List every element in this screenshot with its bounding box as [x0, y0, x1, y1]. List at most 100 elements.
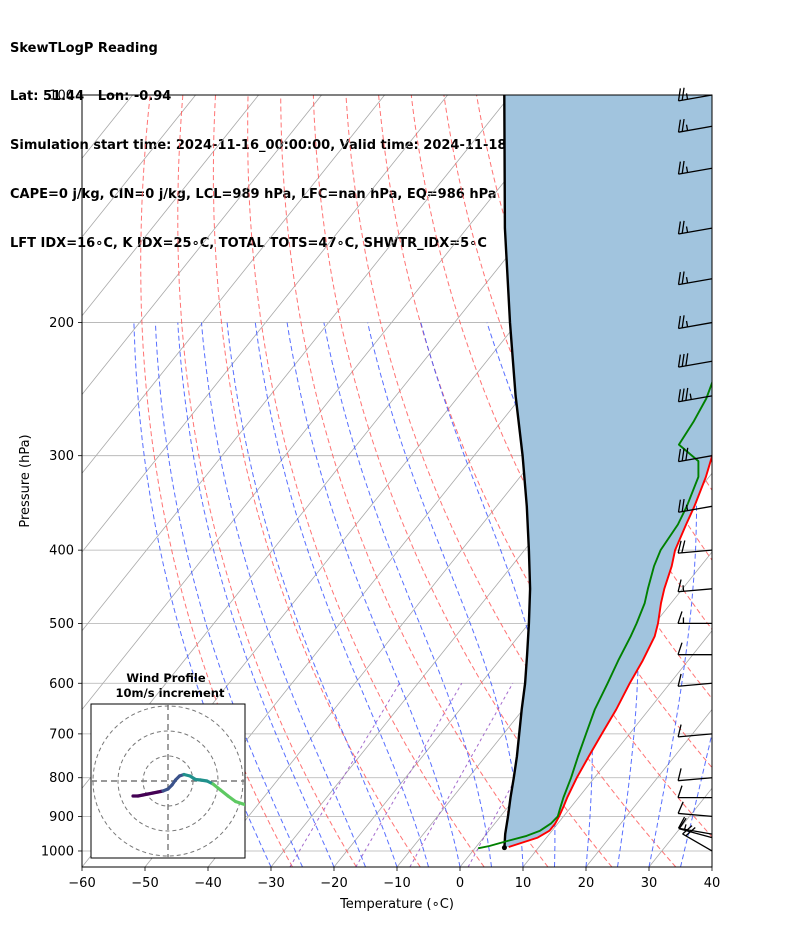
wind-barb-flag — [681, 540, 686, 553]
mixing-ratio-line — [289, 683, 400, 867]
wind-barb-flag — [677, 221, 682, 235]
wind-barb-staff — [678, 777, 713, 782]
hodograph-inset: Wind Profile 10m/s increment — [90, 671, 274, 859]
wind-barb-flag — [677, 389, 682, 402]
wind-barb-flag — [677, 673, 682, 687]
dry-adiabat-line — [247, 95, 485, 867]
wind-barb — [677, 579, 713, 593]
wind-barb — [677, 387, 713, 403]
wind-barb-staff — [678, 827, 713, 835]
moist-adiabat-line — [201, 322, 366, 867]
wind-barb-flag — [681, 315, 685, 328]
hodograph-segment — [273, 791, 274, 799]
wind-barb — [677, 447, 713, 463]
plot-area — [81, 87, 794, 868]
wind-barb-staff — [682, 833, 713, 852]
header-stability-indices: CAPE=0 j/kg, CIN=0 j/kg, LCL=989 hPa, LF… — [10, 187, 497, 203]
y-tick-label: 300 — [49, 449, 74, 464]
isotherm-line — [711, 866, 712, 867]
wind-barb-flag — [681, 353, 685, 367]
wind-barb-flag — [677, 448, 682, 462]
moist-adiabat-line — [254, 322, 429, 867]
wind-barb-flag — [685, 387, 689, 401]
mixing-ratio-line — [409, 683, 514, 867]
dry-adiabat-line — [212, 95, 421, 867]
hodograph-subtitle: 10m/s increment — [116, 686, 225, 700]
wind-barb-flag — [681, 160, 685, 174]
wind-barb — [677, 118, 713, 133]
wind-barb-staff — [678, 125, 713, 133]
x-tick-label: −10 — [383, 876, 410, 891]
y-tick-label: 500 — [49, 617, 74, 632]
isotherm-line — [585, 708, 712, 867]
wind-barb — [677, 673, 713, 687]
hodograph-title: Wind Profile — [126, 671, 206, 685]
hodograph-segment — [266, 796, 269, 801]
dry-adiabat-line — [312, 95, 613, 867]
x-tick-label: 30 — [641, 876, 658, 891]
x-tick-label: −50 — [131, 876, 158, 891]
wind-barb — [677, 271, 713, 286]
hodograph-segment — [241, 802, 245, 807]
isotherm-line — [82, 95, 574, 711]
wind-barb-staff — [678, 321, 713, 330]
wind-barb-half-flag — [685, 277, 689, 284]
moist-adiabat-line — [367, 322, 524, 867]
cape-area — [504, 95, 712, 847]
wind-barb-flag — [677, 499, 682, 513]
isotherm-line — [775, 95, 794, 867]
wind-barb-flag — [678, 817, 687, 830]
y-tick-label: 1000 — [41, 844, 74, 859]
hodograph-rings — [91, 704, 245, 858]
profile-lines — [477, 95, 712, 851]
hodograph-segment — [262, 800, 266, 805]
x-tick-label: −60 — [68, 876, 95, 891]
y-axis-label: Pressure (hPa) — [18, 434, 33, 527]
wind-barb-flag — [677, 611, 683, 624]
hodograph-segment — [211, 782, 223, 792]
x-tick-label: 20 — [578, 876, 595, 891]
moist-adiabat-line — [286, 322, 461, 867]
wind-barb — [677, 642, 712, 656]
wind-barb-flag — [677, 801, 684, 814]
wind-barb-flag — [677, 272, 682, 285]
axes: −60 −50 −40 −30 −20 −10 0 10 20 30 40 1000 900 800 700… — [41, 89, 720, 892]
y-tick-label: 600 — [49, 677, 74, 692]
wind-barb-flag — [685, 447, 689, 461]
wind-barb-half-flag — [685, 124, 689, 131]
dry-adiabat-line — [410, 95, 712, 769]
wind-barb-staff — [678, 505, 713, 513]
wind-barb — [677, 785, 712, 799]
wind-barb-flag — [677, 315, 682, 329]
x-tick-label: 0 — [456, 876, 464, 891]
moist-adiabat-line — [154, 322, 303, 867]
y-tick-label: 900 — [49, 810, 74, 825]
wind-barb-staff — [678, 94, 713, 102]
temperature-profile-line — [508, 450, 712, 848]
wind-barb-staff — [678, 360, 713, 368]
wind-barb-half-flag — [685, 320, 689, 327]
wind-barb — [677, 611, 712, 625]
wind-barb-staff — [678, 167, 713, 175]
wind-barb-flag — [677, 119, 682, 133]
wind-barb-half-flag — [685, 226, 689, 233]
wind-barb — [677, 315, 713, 330]
wind-barb-flag — [681, 87, 685, 101]
wind-barb-flag — [677, 816, 686, 829]
wind-barb — [677, 724, 713, 738]
dry-adiabat-line — [280, 95, 549, 867]
wind-barb — [677, 540, 713, 554]
isotherm-line — [522, 630, 712, 867]
wind-barb-staff — [678, 455, 713, 463]
wind-barb — [677, 87, 713, 102]
wind-barb-staff — [678, 812, 713, 818]
x-tick-label: −20 — [320, 876, 347, 891]
wind-barb-half-flag — [685, 93, 689, 100]
wind-barb-flag — [685, 353, 689, 366]
dewpoint-profile-line — [477, 381, 712, 850]
wind-barb-staff — [678, 395, 713, 403]
moist-adiabat-line — [133, 322, 272, 867]
y-tick-label: 200 — [49, 316, 74, 331]
hodograph-ring — [117, 730, 219, 832]
